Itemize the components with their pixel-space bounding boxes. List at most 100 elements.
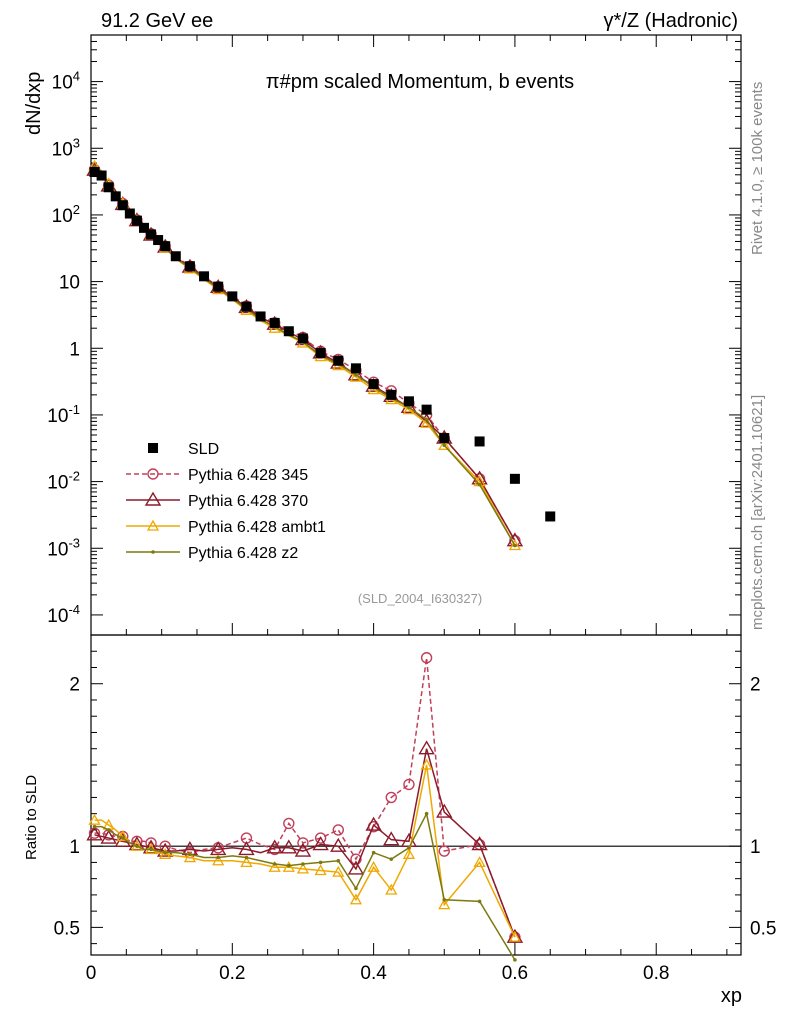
mcplots-watermark: mcplots.cern.ch [arXiv:2401.10621] [749,395,766,630]
p370-point [347,860,365,875]
ambt1-point [183,851,197,863]
p345-point [314,832,327,844]
sld-point [213,281,224,292]
z2-point [272,862,277,866]
ratio-series [86,652,524,962]
sld-point [146,229,157,240]
legend-label: SLD [188,441,219,458]
ambt1-point [385,883,398,895]
sld-point [160,241,171,252]
sld-point [138,222,149,233]
z2-point [442,897,447,902]
ambt1-point [146,519,160,531]
y-tick-label: 10-4 [47,602,80,627]
sld-point [350,363,361,374]
sld-point [148,443,158,453]
sld-point [509,473,520,484]
sld-point [184,261,195,272]
sld-point [153,235,164,246]
z2-point [188,852,192,857]
legend-label: Pythia 6.428 345 [188,467,308,484]
sld-point [103,182,114,193]
sld-point [241,301,252,312]
p345-point [438,845,450,857]
sld-point [297,333,308,344]
p345-point [420,652,433,664]
z2-point [135,844,139,848]
p370-point [100,829,117,844]
p370-point [471,836,488,851]
z2-ratio-line [94,811,516,961]
sld-point [89,167,100,178]
ambt1-point [367,860,380,872]
y-axis-label: dN/dxp [23,72,45,135]
sld-point [170,251,181,262]
p345-line [94,168,516,542]
y-tick-label: 102 [52,202,80,227]
p345-point [147,468,159,480]
p370-point [156,842,174,857]
ambt1-point [332,865,345,877]
z2-point [389,857,394,861]
sld-point [131,215,142,226]
y-tick-label: 1 [69,339,80,360]
y-tick-label: 10-1 [47,402,80,427]
z2-point [513,543,517,548]
ratio-y-tick-label: 1 [69,837,80,858]
legend-label: Pythia 6.428 z2 [188,545,298,562]
ambt1-point [159,847,172,859]
ambt1-point [88,813,101,825]
y-tick-label: 10 [59,273,80,294]
ambt1-point [240,856,253,868]
legend-label: Pythia 6.428 ambt1 [188,519,326,536]
ambt1-point [296,862,310,874]
z2-point [244,855,249,860]
ambt1-point [438,438,451,450]
z2-line [94,166,516,546]
z2-point [477,482,482,487]
plot-title: π#pm scaled Momentum, b events [266,71,574,93]
sld-point [96,170,107,181]
ambt1-point [473,856,486,868]
sld-point [386,389,397,400]
z2-point [216,855,220,860]
energy-label: 91.2 GeV ee [101,10,213,32]
ambt1-point [282,860,295,872]
p370-point [209,841,227,856]
p370-point [400,398,418,414]
sld-point [283,326,294,337]
z2-point [151,550,155,554]
p345-point [332,824,344,836]
p370-point [144,491,162,506]
z2-point [149,847,153,852]
ambt1-point [349,893,363,905]
sld-point [227,291,238,302]
sld-point [117,200,128,211]
z2-point [336,858,341,863]
p370-point [330,837,347,852]
ratio-y-axis-label: Ratio to SLD [23,775,40,860]
z2-point [120,836,125,840]
axis-ticks: 0 0.2 0.4 0.6 0.810-410-310-210-111010210310… [47,35,776,984]
p370-point [280,839,298,854]
x-axis-label: xp [721,985,742,1007]
sld-point [269,317,280,328]
analysis-id: (SLD_2004_I630327) [358,591,482,606]
p370-point [86,826,103,841]
sld-point [255,311,266,322]
p370-point [506,928,524,943]
x-tick-label: 0 [86,963,97,984]
rivet-watermark: Rivet 4.1.0, ≥ 100k events [749,82,766,255]
ratio-y-tick-label: 0.5 [54,918,80,939]
sld-point [199,271,210,282]
sld-point [124,208,135,219]
z2-point [513,958,517,962]
y-tick-label: 10-3 [47,535,80,560]
x-tick-label: 0.2 [219,963,245,984]
ambt1-line [94,165,516,546]
ambt1-point [420,758,433,770]
z2-point [318,860,323,865]
z2-point [106,828,111,832]
ratio-y-tick-label: 2 [69,675,80,696]
ratio-y-tick-label-right: 1 [750,837,761,858]
